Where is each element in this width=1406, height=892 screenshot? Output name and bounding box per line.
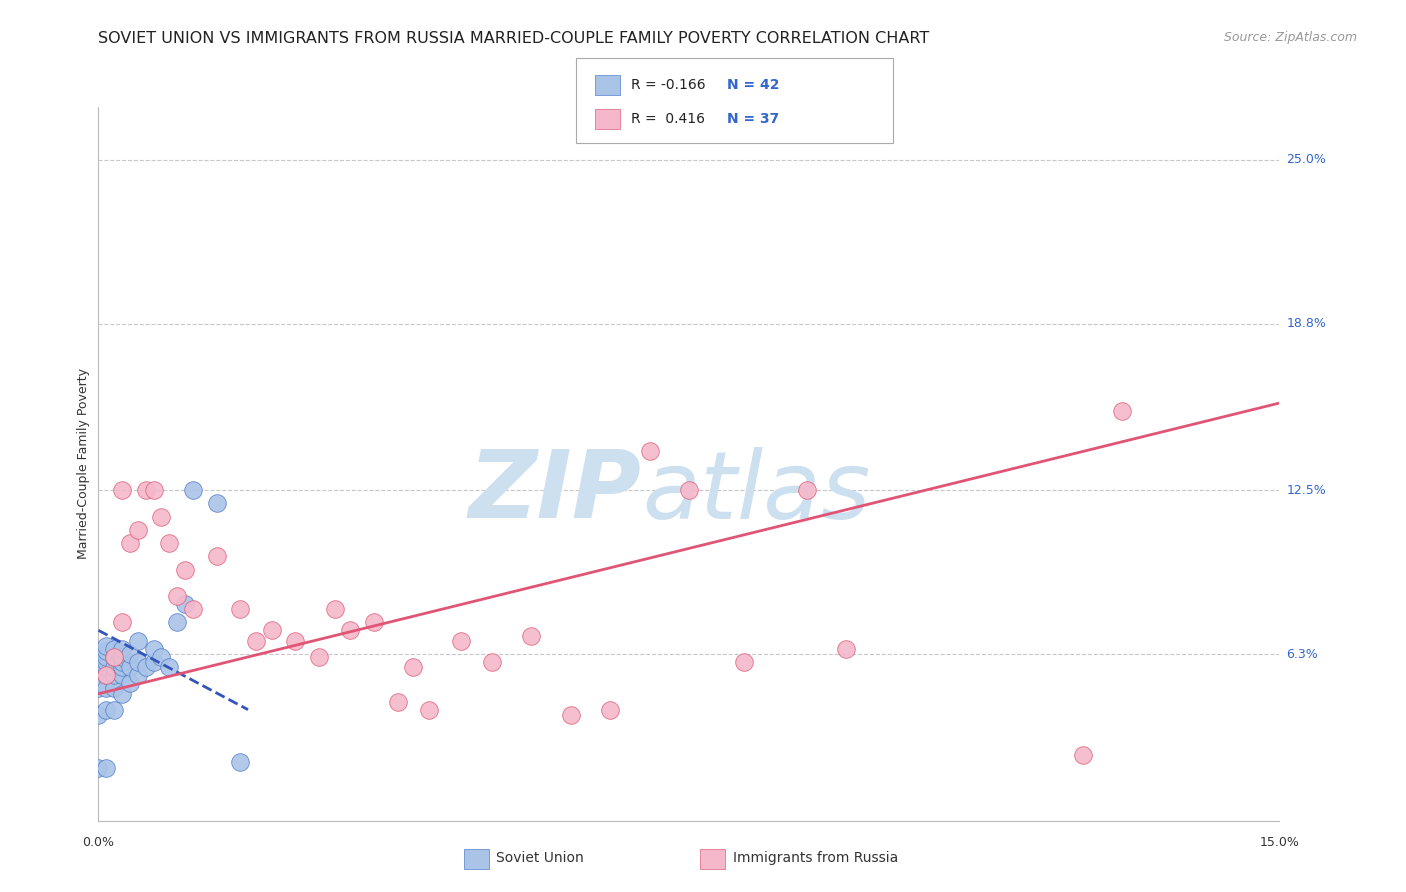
Point — [245, 634, 267, 648]
Text: R =  0.416: R = 0.416 — [631, 112, 706, 127]
Point — [308, 649, 330, 664]
Text: 0.0%: 0.0% — [83, 837, 114, 849]
Point — [150, 649, 173, 664]
Point — [103, 681, 125, 696]
Point — [111, 660, 134, 674]
Point — [142, 641, 165, 656]
Point — [127, 523, 149, 537]
Point — [174, 597, 197, 611]
Text: 12.5%: 12.5% — [1286, 483, 1326, 497]
Point — [96, 660, 118, 674]
Point — [339, 624, 361, 638]
Point — [118, 536, 141, 550]
Point — [118, 647, 141, 661]
Point — [103, 668, 125, 682]
Point — [142, 655, 165, 669]
Point — [127, 655, 149, 669]
Point — [103, 649, 125, 664]
Point — [481, 655, 503, 669]
Y-axis label: Married-Couple Family Poverty: Married-Couple Family Poverty — [77, 368, 90, 559]
Point — [1071, 747, 1094, 762]
Point — [127, 634, 149, 648]
Point — [387, 695, 409, 709]
Point — [127, 668, 149, 682]
Point — [363, 615, 385, 630]
Point — [157, 660, 180, 674]
Point — [733, 655, 755, 669]
Point — [166, 589, 188, 603]
Point — [174, 563, 197, 577]
Text: SOVIET UNION VS IMMIGRANTS FROM RUSSIA MARRIED-COUPLE FAMILY POVERTY CORRELATION: SOVIET UNION VS IMMIGRANTS FROM RUSSIA M… — [98, 31, 929, 46]
Point — [103, 660, 125, 674]
Point — [118, 660, 141, 674]
Point — [323, 602, 346, 616]
Point — [142, 483, 165, 498]
Point — [520, 629, 543, 643]
Point — [135, 483, 157, 498]
Point — [796, 483, 818, 498]
Text: 25.0%: 25.0% — [1286, 153, 1326, 167]
Point — [103, 649, 125, 664]
Point — [96, 655, 118, 669]
Text: Immigrants from Russia: Immigrants from Russia — [733, 851, 898, 865]
Point — [111, 655, 134, 669]
Text: N = 42: N = 42 — [727, 78, 779, 92]
Point — [96, 681, 118, 696]
Point — [111, 649, 134, 664]
Point — [205, 549, 228, 564]
Point — [284, 634, 307, 648]
Point — [96, 668, 118, 682]
Point — [229, 602, 252, 616]
Point — [96, 703, 118, 717]
Point — [835, 641, 858, 656]
Text: 15.0%: 15.0% — [1260, 837, 1299, 849]
Point — [560, 707, 582, 722]
Point — [87, 681, 110, 696]
Text: Source: ZipAtlas.com: Source: ZipAtlas.com — [1223, 31, 1357, 45]
Point — [229, 756, 252, 770]
Point — [260, 624, 283, 638]
Text: atlas: atlas — [641, 447, 870, 538]
Point — [111, 687, 134, 701]
Point — [166, 615, 188, 630]
Point — [150, 509, 173, 524]
Point — [96, 668, 118, 682]
Point — [96, 639, 118, 653]
Point — [87, 660, 110, 674]
Point — [111, 668, 134, 682]
Point — [181, 483, 204, 498]
Point — [103, 641, 125, 656]
Point — [96, 761, 118, 775]
Point — [157, 536, 180, 550]
Point — [87, 649, 110, 664]
Point — [118, 676, 141, 690]
Point — [111, 641, 134, 656]
Point — [87, 707, 110, 722]
Point — [96, 649, 118, 664]
Point — [111, 483, 134, 498]
Text: Soviet Union: Soviet Union — [496, 851, 583, 865]
Text: ZIP: ZIP — [468, 446, 641, 539]
Point — [96, 644, 118, 658]
Text: R = -0.166: R = -0.166 — [631, 78, 706, 92]
Text: N = 37: N = 37 — [727, 112, 779, 127]
Point — [181, 602, 204, 616]
Text: 6.3%: 6.3% — [1286, 648, 1319, 661]
Point — [87, 761, 110, 775]
Point — [638, 443, 661, 458]
Point — [135, 660, 157, 674]
Point — [1111, 404, 1133, 418]
Point — [402, 660, 425, 674]
Point — [418, 703, 440, 717]
Point — [678, 483, 700, 498]
Point — [111, 615, 134, 630]
Point — [205, 496, 228, 510]
Point — [103, 703, 125, 717]
Point — [450, 634, 472, 648]
Point — [599, 703, 621, 717]
Text: 18.8%: 18.8% — [1286, 318, 1326, 330]
